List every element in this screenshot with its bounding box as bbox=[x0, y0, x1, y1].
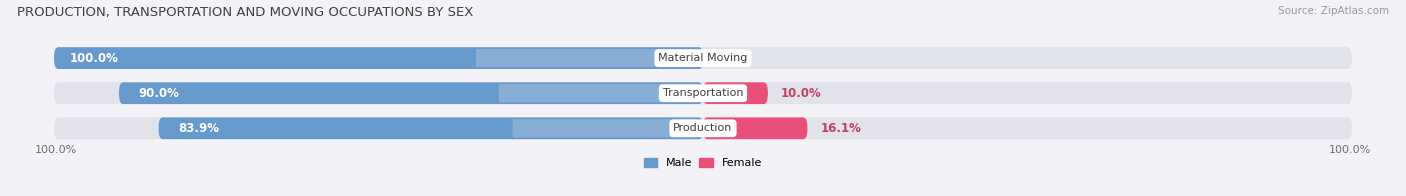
FancyBboxPatch shape bbox=[512, 119, 696, 137]
FancyBboxPatch shape bbox=[703, 117, 807, 139]
Text: Material Moving: Material Moving bbox=[658, 53, 748, 63]
FancyBboxPatch shape bbox=[499, 84, 696, 102]
Text: 16.1%: 16.1% bbox=[821, 122, 862, 135]
Text: 10.0%: 10.0% bbox=[780, 87, 821, 100]
Text: PRODUCTION, TRANSPORTATION AND MOVING OCCUPATIONS BY SEX: PRODUCTION, TRANSPORTATION AND MOVING OC… bbox=[17, 6, 474, 19]
FancyBboxPatch shape bbox=[159, 117, 703, 139]
Text: 83.9%: 83.9% bbox=[179, 122, 219, 135]
FancyBboxPatch shape bbox=[120, 82, 703, 104]
Text: Source: ZipAtlas.com: Source: ZipAtlas.com bbox=[1278, 6, 1389, 16]
FancyBboxPatch shape bbox=[703, 82, 768, 104]
Text: 100.0%: 100.0% bbox=[1329, 145, 1371, 155]
Text: Transportation: Transportation bbox=[662, 88, 744, 98]
FancyBboxPatch shape bbox=[475, 49, 696, 67]
Text: 100.0%: 100.0% bbox=[35, 145, 77, 155]
FancyBboxPatch shape bbox=[53, 47, 703, 69]
FancyBboxPatch shape bbox=[53, 82, 1353, 104]
Text: Production: Production bbox=[673, 123, 733, 133]
Legend: Male, Female: Male, Female bbox=[644, 158, 762, 169]
FancyBboxPatch shape bbox=[53, 117, 1353, 139]
Text: 90.0%: 90.0% bbox=[138, 87, 180, 100]
Text: 100.0%: 100.0% bbox=[70, 52, 118, 65]
FancyBboxPatch shape bbox=[53, 47, 1353, 69]
Text: 0.0%: 0.0% bbox=[716, 52, 748, 65]
